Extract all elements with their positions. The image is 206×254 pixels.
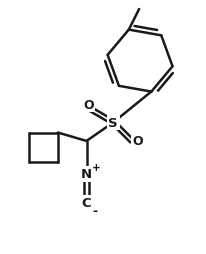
Text: O: O <box>83 98 94 111</box>
Text: O: O <box>132 135 143 148</box>
Text: S: S <box>109 116 118 129</box>
Text: +: + <box>91 162 100 172</box>
Text: -: - <box>93 204 98 217</box>
Text: C: C <box>82 196 91 209</box>
Text: N: N <box>81 168 92 181</box>
